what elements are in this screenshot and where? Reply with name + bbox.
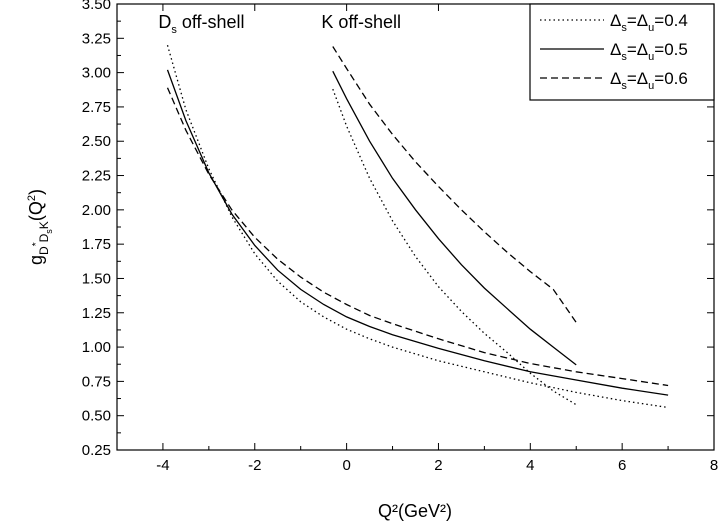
x-tick-label: 4 <box>526 457 534 474</box>
y-tick-label: 0.75 <box>82 373 111 390</box>
y-tick-label: 2.75 <box>82 99 111 116</box>
legend-label: Δs=Δu=0.4 <box>610 11 688 34</box>
x-tick-label: 2 <box>434 457 442 474</box>
y-axis-title: gD*DsK(Q2) <box>26 189 54 265</box>
series-group <box>166 45 669 409</box>
axis-ticks: -4 -2 0 2 4 6 8 0.25 0.50 0.75 1.00 1.25 1.50 1.75 2.0… <box>82 0 718 474</box>
y-tick-label: 2.25 <box>82 168 111 185</box>
annotations: Ds off-shell K off-shell <box>158 12 401 36</box>
y-tick-label: 3.50 <box>82 0 111 13</box>
svg-text:gD*DsK(Q2): gD*DsK(Q2) <box>26 189 54 265</box>
y-tick-label: 2.50 <box>82 133 111 150</box>
y-tick-label: 1.25 <box>82 305 111 322</box>
series-line <box>166 45 669 409</box>
series-line <box>166 69 669 396</box>
y-tick-label: 0.50 <box>82 408 111 425</box>
x-axis-title: Q²(GeV²) <box>378 501 452 521</box>
y-tick-label: 3.00 <box>82 65 111 82</box>
y-tick-label: 1.50 <box>82 270 111 287</box>
y-tick-label: 0.25 <box>82 442 111 459</box>
series-line <box>332 88 577 406</box>
x-tick-label: 6 <box>618 457 626 474</box>
y-tick-label: 2.00 <box>82 202 111 219</box>
legend: Δs=Δu=0.4 Δs=Δu=0.5 Δs=Δu=0.6 <box>529 3 715 101</box>
legend-box <box>529 3 715 101</box>
x-tick-label: 0 <box>342 457 350 474</box>
series-line <box>332 70 577 366</box>
legend-label: Δs=Δu=0.6 <box>610 69 688 92</box>
y-tick-label: 1.00 <box>82 339 111 356</box>
y-tick-label: 3.25 <box>82 30 111 47</box>
series-line <box>332 46 577 323</box>
legend-label: Δs=Δu=0.5 <box>610 40 688 63</box>
series-annotation: Ds off-shell <box>158 12 244 36</box>
x-tick-label: -4 <box>156 457 169 474</box>
y-tick-label: 1.75 <box>82 236 111 253</box>
series-annotation: K off-shell <box>321 12 401 32</box>
x-tick-label: -2 <box>248 457 261 474</box>
series-line <box>166 87 669 387</box>
x-tick-label: 8 <box>710 457 718 474</box>
